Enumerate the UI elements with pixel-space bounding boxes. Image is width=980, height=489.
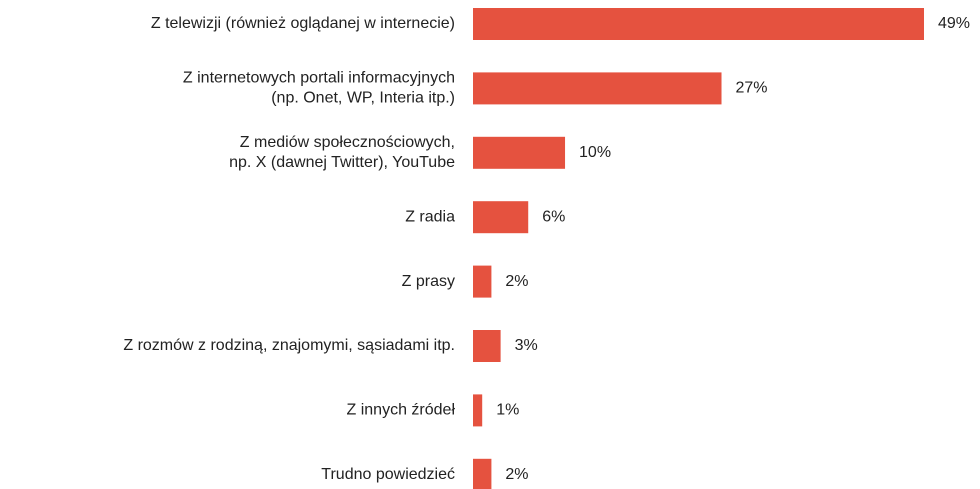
value-label: 2% xyxy=(505,273,528,290)
category-label: Z radia xyxy=(405,208,455,225)
bar xyxy=(473,330,501,362)
category-label: (np. Onet, WP, Interia itp.) xyxy=(271,90,455,107)
bar xyxy=(473,201,529,234)
category-label: Z telewizji (również oglądanej w interne… xyxy=(151,15,455,32)
category-label: Z prasy xyxy=(402,273,455,290)
category-label: Z internetowych portali informacyjnych xyxy=(183,70,455,87)
bar xyxy=(473,72,722,105)
category-label: np. X (dawnej Twitter), YouTube xyxy=(229,154,455,171)
category-label: Z mediów społecznościowych, xyxy=(240,134,455,151)
value-label: 27% xyxy=(736,80,768,97)
value-label: 49% xyxy=(938,15,970,32)
value-label: 1% xyxy=(496,402,519,419)
bar xyxy=(473,394,483,427)
value-label: 6% xyxy=(542,208,565,225)
value-label: 2% xyxy=(505,466,528,483)
bar xyxy=(473,136,566,169)
category-label: Z innych źródeł xyxy=(347,402,456,419)
bar xyxy=(473,265,492,298)
category-label: Trudno powiedzieć xyxy=(321,466,455,483)
value-label: 10% xyxy=(579,144,611,161)
bar xyxy=(473,458,492,489)
value-label: 3% xyxy=(515,337,538,354)
bar xyxy=(473,8,924,40)
category-label: Z rozmów z rodziną, znajomymi, sąsiadami… xyxy=(123,337,455,354)
